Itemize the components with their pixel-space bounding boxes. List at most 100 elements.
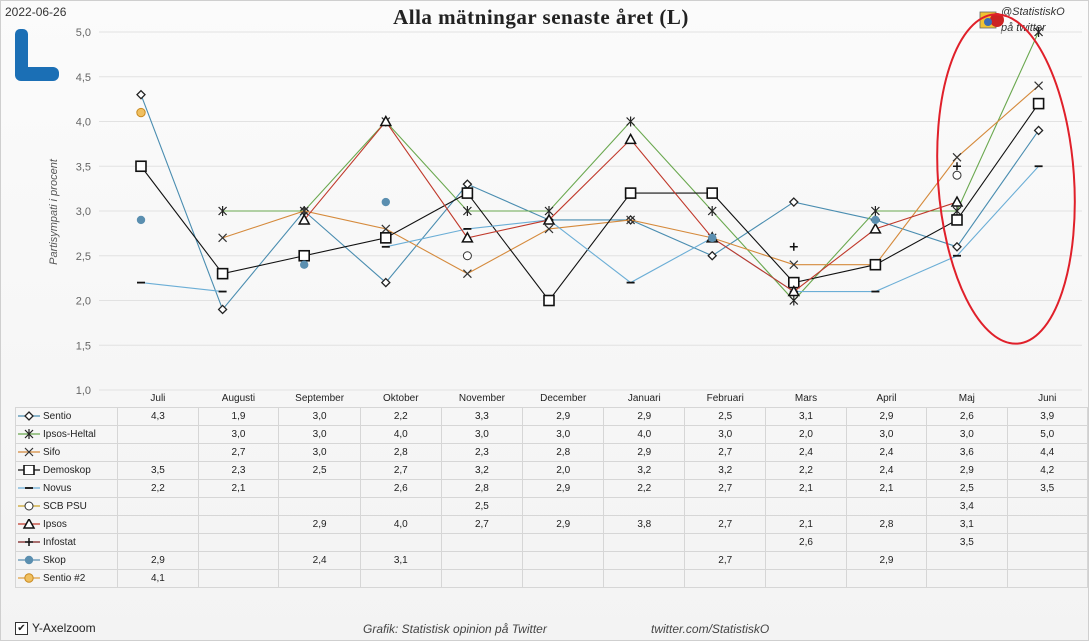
table-cell [926, 551, 1008, 570]
footer-url[interactable]: twitter.com/StatistiskO [651, 622, 770, 636]
table-cell: 3,2 [684, 461, 767, 480]
month-header: Oktober [360, 390, 442, 408]
data-table: Juli Augusti September Oktober November Decem… [14, 390, 1088, 588]
chart-date: 2022-06-26 [5, 5, 67, 19]
legend-key [18, 501, 40, 511]
data-point [23, 465, 35, 476]
data-point [708, 233, 717, 243]
legend-entry: Sifo [14, 443, 119, 462]
table-cell [440, 533, 524, 552]
series-line [140, 103, 1040, 302]
data-point [217, 304, 228, 315]
data-point [953, 162, 961, 171]
zoom-label: Y-Axelzoom [32, 621, 96, 635]
table-cell [359, 497, 442, 516]
table-cell [278, 569, 361, 588]
table-cell: 2,8 [359, 443, 442, 462]
data-point [381, 197, 390, 207]
table-cell: 3,0 [197, 425, 280, 444]
table-cell: 2,7 [684, 479, 767, 498]
table-cell: 1,9 [197, 407, 280, 426]
data-point [462, 269, 472, 279]
month-header: Maj [926, 390, 1007, 408]
data-point [25, 538, 33, 547]
table-cell: 2,9 [522, 407, 605, 426]
table-row: Sentio 4,3 1,9 3,0 2,2 3,3 2,9 2,9 2,5 3,1 2,9 2,6 3… [14, 407, 1088, 426]
legend-label: Ipsos [43, 519, 67, 530]
data-point [952, 152, 962, 162]
month-header: Juni [1007, 390, 1088, 408]
legend-label: Novus [43, 483, 72, 494]
data-point [461, 187, 474, 199]
table-cell [603, 569, 686, 588]
table-cell: 4,0 [359, 425, 442, 444]
table-cell: 2,8 [522, 443, 605, 462]
table-cell: 2,6 [926, 407, 1008, 426]
data-point [24, 429, 34, 440]
legend-key [18, 411, 40, 422]
data-point [381, 224, 391, 234]
table-cell: 2,7 [440, 515, 524, 534]
table-cell [765, 569, 847, 588]
table-cell: 2,8 [440, 479, 524, 498]
data-point [24, 573, 34, 584]
month-header: Januari [603, 390, 685, 408]
data-point [1033, 125, 1044, 136]
table-cell [684, 533, 767, 552]
data-point [218, 206, 228, 216]
table-cell [278, 479, 361, 498]
zoom-checkbox[interactable]: ✔ [15, 621, 28, 635]
table-cell: 4,0 [359, 515, 442, 534]
table-cell [197, 569, 280, 588]
legend-key [18, 573, 40, 584]
legend-label: Sifo [43, 447, 61, 458]
table-cell: 2,2 [117, 479, 199, 498]
table-cell: 3,0 [278, 425, 361, 444]
data-point [707, 250, 718, 261]
table-cell: 4,1 [117, 569, 199, 588]
table-cell: 2,2 [603, 479, 686, 498]
table-cell: 3,5 [926, 533, 1008, 552]
table-cell: 2,0 [522, 461, 605, 480]
table-cell: 2,9 [522, 479, 605, 498]
data-point [624, 132, 637, 145]
table-corner [16, 390, 118, 408]
data-point [789, 242, 798, 251]
table-cell: 2,0 [765, 425, 847, 444]
data-point [952, 170, 962, 180]
table-header-row: Juli Augusti September Oktober November Decem… [16, 390, 1088, 408]
table-cell [117, 533, 199, 552]
legend-entry: Ipsos [14, 515, 119, 534]
footer-credit: Grafik: Statistisk opinion på Twitter [363, 622, 547, 636]
data-point [706, 187, 719, 199]
data-point [870, 206, 880, 216]
table-cell: 3,2 [440, 461, 524, 480]
highlight-circle [936, 13, 1076, 345]
legend-label: Ipsos-Heltal [43, 429, 96, 440]
data-point [300, 260, 309, 269]
data-point [542, 213, 556, 225]
y-axis-zoom-toggle[interactable]: ✔ Y-Axelzoom [15, 621, 96, 635]
table-cell: 2,9 [845, 551, 928, 570]
data-point [299, 206, 309, 216]
data-point [626, 215, 636, 225]
table-cell [278, 533, 361, 552]
data-point [24, 501, 34, 511]
data-point [544, 224, 554, 234]
y-tick-label: 3,0 [76, 206, 91, 218]
table-cell [117, 425, 199, 444]
legend-key [18, 487, 40, 490]
table-cell [1006, 569, 1088, 588]
table-cell: 3,5 [117, 461, 199, 480]
data-point [379, 232, 392, 244]
data-point [136, 89, 146, 100]
table-row: Skop 2,9 2,4 3,1 2,7 2,9 [14, 551, 1088, 570]
table-cell [1006, 533, 1088, 552]
table-cell: 2,7 [359, 461, 442, 480]
table-cell [765, 497, 847, 516]
table-cell [845, 569, 928, 588]
data-point [297, 213, 311, 225]
table-cell: 2,9 [603, 407, 686, 426]
table-cell: 2,2 [765, 461, 847, 480]
table-row: Demoskop 3,5 2,3 2,5 2,7 3,2 2,0 3,2 3,2 2,2 2,4 2,… [14, 461, 1088, 480]
